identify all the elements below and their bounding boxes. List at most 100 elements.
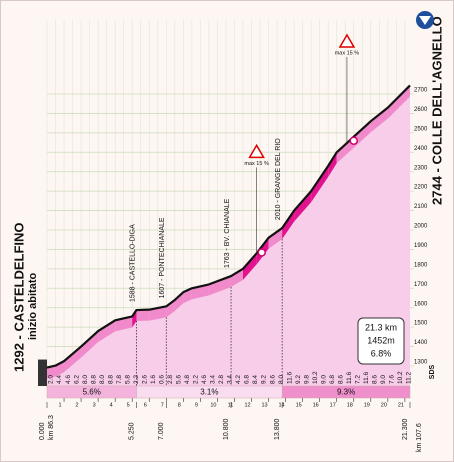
profile-band — [231, 268, 243, 288]
profile-band — [282, 210, 295, 240]
x-tick-label: 18 — [347, 402, 353, 408]
summary-climb: 1452m — [367, 335, 395, 345]
profile-band — [294, 191, 312, 222]
gradient-label: 3.4 — [210, 375, 217, 384]
gradient-label: 8.0 — [82, 375, 89, 384]
x-tick-label: 7 — [161, 402, 164, 408]
gradient-label: 4.4 — [56, 375, 63, 384]
gradient-label: 2.8 — [218, 375, 225, 384]
start-sublabel: inizio abitato — [27, 273, 39, 341]
profile-band — [64, 346, 82, 373]
distance-label: 13.800 — [274, 418, 281, 440]
place-label: 1607 - PONTECHIANALE — [159, 217, 166, 298]
gradient-label: 8.4 — [252, 375, 259, 384]
sign-label: max 15 % — [335, 50, 360, 56]
x-tick-label: 14 — [279, 402, 285, 408]
gradient-label: 9.2 — [295, 375, 302, 384]
profile-band — [174, 292, 184, 311]
place-label: 1763 - BV. CHIANALE — [224, 198, 231, 268]
gradient-label: 7.2 — [354, 375, 361, 384]
x-tick-label: 1 — [59, 402, 62, 408]
profile-band — [336, 144, 346, 164]
distance-label: 7.000 — [158, 422, 165, 440]
y-tick-label: 1400 — [414, 340, 428, 346]
y-tick-label: 2000 — [414, 224, 428, 230]
profile-band — [268, 228, 283, 249]
profile-band — [242, 253, 257, 280]
sign-label: max 15 % — [244, 161, 269, 167]
segment-label: 5.6% — [83, 388, 101, 397]
gradient-label: 8.8 — [90, 375, 97, 384]
km-start: km 86.3 — [48, 415, 55, 440]
x-tick-label: 2 — [76, 402, 79, 408]
gradient-label: 10.2 — [397, 371, 404, 384]
segment-bar — [281, 385, 411, 399]
profile-band — [370, 107, 388, 133]
gradient-label: 10.2 — [312, 371, 319, 384]
profile-band — [208, 276, 232, 296]
gradient-label: 7.6 — [389, 375, 396, 384]
gradient-label: 4.6 — [201, 375, 208, 384]
gradient-label: 2.0 — [48, 375, 55, 384]
gradient-label: 8.8 — [107, 375, 114, 384]
gradient-label: 2.2 — [193, 375, 200, 384]
profile-band — [132, 310, 137, 328]
gradient-label: 9.8 — [303, 375, 310, 384]
profile-band — [311, 165, 329, 203]
gradient-label: 2.6 — [141, 375, 148, 384]
y-tick-label: 1700 — [414, 282, 428, 288]
profile-band — [328, 152, 337, 177]
summary-gradient: 6.8% — [371, 348, 392, 358]
climb-marker — [257, 248, 266, 257]
gradient-label: 8.0 — [278, 375, 285, 384]
summary-distance: 21.3 km — [365, 322, 397, 332]
distance-label: 21.300 — [402, 418, 409, 440]
x-tick-label: 12 — [244, 402, 250, 408]
sign — [248, 143, 265, 159]
y-tick-label: 1800 — [414, 262, 428, 268]
gradient-label: 6.8 — [244, 375, 251, 384]
profile-band — [81, 331, 99, 358]
distance-label: 5.250 — [128, 422, 135, 440]
sign — [338, 33, 356, 48]
place-label: 2010 - GRANGE DEL RIO — [275, 138, 282, 220]
profile-band — [166, 299, 175, 318]
y-tick-label: 2300 — [414, 165, 428, 171]
profile-band — [136, 309, 150, 322]
start-block — [38, 359, 47, 386]
profile-band — [387, 85, 410, 119]
x-tick-label: 20 — [381, 402, 387, 408]
y-tick-label: 1600 — [414, 301, 428, 307]
gradient-label: 8.6 — [372, 375, 379, 384]
gradient-label: 9.2 — [261, 375, 268, 384]
place-label: 1588 - CASTELLO-DIGA — [129, 224, 136, 302]
gradient-label: 11.2 — [406, 371, 413, 384]
gradient-label: 9.0 — [320, 375, 327, 384]
distance-label: 0.000 — [39, 422, 46, 440]
segment-label: 3.1% — [200, 388, 218, 397]
gradient-label: 9.0 — [380, 375, 387, 384]
start-label: 1292 - CASTELDELFINO — [11, 222, 26, 372]
distance-label: 10.800 — [223, 418, 230, 440]
race-logo-arrow — [419, 16, 431, 25]
gradient-label: 0.6 — [158, 375, 165, 384]
summary-box — [357, 317, 405, 365]
gradient-label: 11.6 — [286, 371, 293, 384]
y-tick-label: 1900 — [414, 243, 428, 249]
x-tick-label: 6 — [144, 402, 147, 408]
segment-label: 9.3% — [337, 388, 355, 397]
profile-line — [46, 84, 411, 369]
gradient-label: 8.0 — [99, 375, 106, 384]
x-tick-label: 9 — [195, 402, 198, 408]
gradient-label: 8.6 — [269, 375, 276, 384]
x-tick-label: 17 — [330, 402, 336, 408]
gradient-label: 5.8 — [124, 375, 131, 384]
y-tick-label: 1500 — [414, 321, 428, 327]
gradient-label: 1.6 — [150, 375, 157, 384]
profile-band — [98, 320, 116, 343]
gradient-label: 3.4 — [227, 375, 234, 384]
y-tick-label: 2700 — [414, 88, 428, 94]
x-tick-label: 13 — [261, 402, 267, 408]
